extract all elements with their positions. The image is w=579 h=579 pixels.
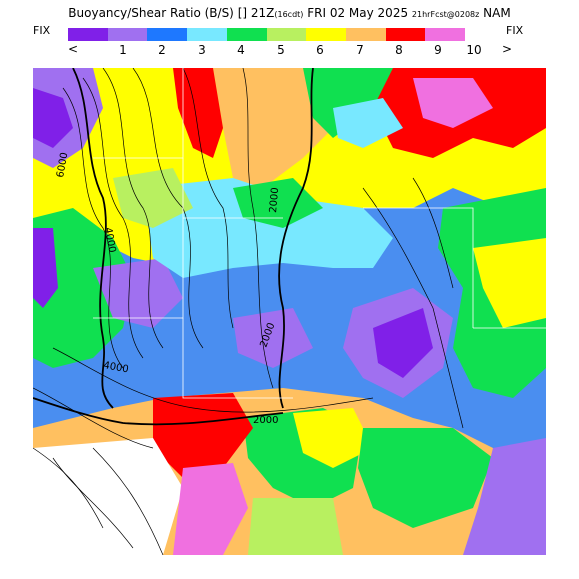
legend-swatch-7 <box>306 28 346 41</box>
contour-line <box>33 387 154 449</box>
field-purple-west <box>33 228 58 308</box>
legend-swatch-3 <box>147 28 188 41</box>
contour-label: 6000 <box>55 152 70 179</box>
legend-swatch-5 <box>226 28 267 41</box>
legend-tick-7: 7 <box>356 43 364 57</box>
state-line <box>182 318 293 399</box>
legend-swatch-10 <box>425 28 466 41</box>
field-pink-south <box>173 463 248 555</box>
field-green-north <box>303 68 393 138</box>
field-cyan-north <box>333 98 403 148</box>
legend-colorbar <box>68 28 466 41</box>
legend-swatch-1 <box>68 28 108 41</box>
field-yellow-east <box>473 238 546 328</box>
legend-tick-1: 1 <box>119 43 127 57</box>
map-svg: 6000 4000 4000 2000 2000 2000 <box>33 68 546 555</box>
legend-tick-3: 3 <box>198 43 206 57</box>
contour-2000 <box>278 68 314 409</box>
legend-tick-2: 2 <box>158 43 166 57</box>
field-red-north <box>173 68 223 158</box>
legend-swatch-6 <box>266 28 307 41</box>
legend-ticks: 1 2 3 4 5 6 7 8 9 10 <box>0 43 579 59</box>
next-arrow-button[interactable]: > <box>502 42 513 56</box>
contour-label: 2000 <box>268 187 281 213</box>
field-purple-east <box>373 308 433 378</box>
field-lavender-southeast <box>463 438 546 555</box>
contour-2000-south <box>33 397 284 426</box>
contour-4000 <box>72 68 114 409</box>
field-green-southeast <box>358 428 493 528</box>
title-fcst: 21hrFcst@0208z <box>411 10 480 19</box>
legend-tick-10: 10 <box>466 43 482 57</box>
field-green-west <box>33 208 133 368</box>
fix-right-button[interactable]: FIX <box>506 24 524 37</box>
field-lavender-center <box>233 308 313 368</box>
legend-tick-8: 8 <box>395 43 403 57</box>
legend-swatch-9 <box>385 28 426 41</box>
legend-tick-6: 6 <box>316 43 324 57</box>
contour-labels: 6000 4000 4000 2000 2000 2000 <box>55 152 281 426</box>
contour-lines <box>33 68 464 555</box>
contour-label: 4000 <box>102 360 129 375</box>
contour-line <box>52 347 374 413</box>
title-date: FRI 02 May 2025 <box>307 6 409 20</box>
field-lavender-west <box>93 258 183 328</box>
field-white-southwest <box>33 438 183 555</box>
contour-line <box>362 187 464 429</box>
legend-swatch-2 <box>107 28 148 41</box>
contour-line <box>242 68 274 389</box>
contour-label: 2000 <box>253 415 278 426</box>
contour-lines-major <box>33 68 314 426</box>
state-line <box>363 207 474 328</box>
contour-label: 4000 <box>102 227 117 254</box>
field-purple-northwest <box>33 88 73 148</box>
title-cdt: (16cdt) <box>274 10 304 19</box>
legend-tick-9: 9 <box>434 43 442 57</box>
field-lightgreen-central <box>113 168 193 228</box>
title-main: Buoyancy/Shear Ratio (B/S) <box>68 6 234 20</box>
title-mid: [] 21Z <box>237 6 275 20</box>
field-green-central <box>233 178 323 228</box>
title-model: NAM <box>483 6 511 20</box>
contour-line <box>52 457 134 549</box>
field-pink-northeast <box>413 78 493 128</box>
fix-left-button[interactable]: FIX <box>33 24 51 37</box>
field-yellow-south <box>293 408 373 468</box>
state-boundaries <box>93 68 546 399</box>
contour-line <box>82 77 144 359</box>
legend-tick-5: 5 <box>277 43 285 57</box>
contour-line <box>62 87 124 369</box>
legend-swatch-8 <box>345 28 386 41</box>
field-red-south <box>153 393 253 478</box>
chart-title: Buoyancy/Shear Ratio (B/S) [] 21Z(16cdt)… <box>0 6 579 20</box>
forecast-map: 6000 4000 4000 2000 2000 2000 <box>33 68 546 555</box>
contour-line <box>102 68 164 349</box>
legend-tick-4: 4 <box>237 43 245 57</box>
field-lightgreen-south <box>248 498 343 555</box>
contour-line <box>412 177 454 289</box>
field-cyan-central <box>143 178 393 278</box>
contour-line <box>182 68 234 329</box>
prev-arrow-button[interactable]: < <box>68 42 79 56</box>
legend-swatch-4 <box>187 28 227 41</box>
contour-line <box>92 447 164 555</box>
